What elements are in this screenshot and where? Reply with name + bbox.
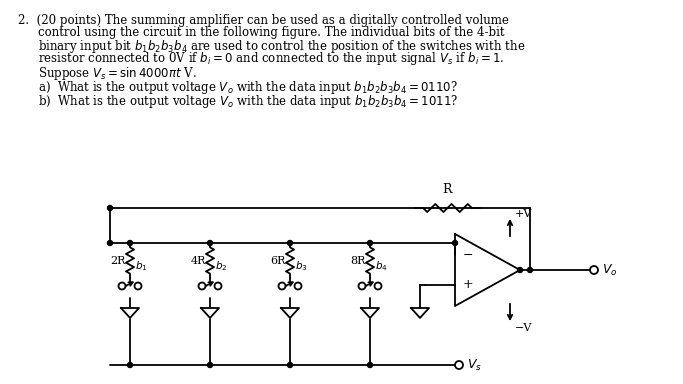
Circle shape [367,362,372,367]
Text: b)  What is the output voltage $V_o$ with the data input $b_1b_2b_3b_4 = 1011$?: b) What is the output voltage $V_o$ with… [38,93,458,110]
Text: 2R: 2R [111,255,126,265]
Text: 4R: 4R [191,255,206,265]
Text: a)  What is the output voltage $V_o$ with the data input $b_1b_2b_3b_4 = 0110$?: a) What is the output voltage $V_o$ with… [38,79,458,96]
Circle shape [518,268,522,273]
Circle shape [294,283,301,290]
Circle shape [208,362,212,367]
Circle shape [118,283,126,290]
Circle shape [128,240,133,245]
Text: +V: +V [515,209,532,219]
Text: control using the circuit in the following figure. The individual bits of the 4-: control using the circuit in the followi… [38,26,505,39]
Text: Suppose $V_s = \sin 4000\pi t$ V.: Suppose $V_s = \sin 4000\pi t$ V. [38,65,197,82]
Circle shape [288,240,292,245]
Text: 6R: 6R [270,255,286,265]
Circle shape [455,361,463,369]
Text: $V_s$: $V_s$ [467,358,482,372]
Text: 2.  (20 points) The summing amplifier can be used as a digitally controlled volu: 2. (20 points) The summing amplifier can… [18,14,509,27]
Circle shape [199,283,206,290]
Circle shape [288,362,292,367]
Circle shape [208,240,212,245]
Circle shape [107,205,113,210]
Text: −: − [463,248,473,262]
Circle shape [367,240,372,245]
Text: binary input bit $b_1b_2b_3b_4$ are used to control the position of the switches: binary input bit $b_1b_2b_3b_4$ are used… [38,38,525,55]
Text: +: + [463,278,473,291]
Circle shape [590,266,598,274]
Text: $b_{1}$: $b_{1}$ [135,260,148,273]
Text: resistor connected to 0V if $b_i = 0$ and connected to the input signal $V_s$ if: resistor connected to 0V if $b_i = 0$ an… [38,50,504,67]
Circle shape [279,283,285,290]
Text: R: R [443,183,452,196]
Text: $b_{3}$: $b_{3}$ [295,260,307,273]
Circle shape [128,362,133,367]
Circle shape [527,268,533,273]
Text: $b_{4}$: $b_{4}$ [375,260,388,273]
Circle shape [214,283,221,290]
Circle shape [135,283,141,290]
Circle shape [107,240,113,245]
Circle shape [374,283,382,290]
Text: 8R: 8R [350,255,366,265]
Circle shape [359,283,365,290]
Text: $b_{2}$: $b_{2}$ [215,260,227,273]
Text: −V: −V [515,323,532,333]
Circle shape [453,240,458,245]
Text: $V_o$: $V_o$ [602,262,617,278]
